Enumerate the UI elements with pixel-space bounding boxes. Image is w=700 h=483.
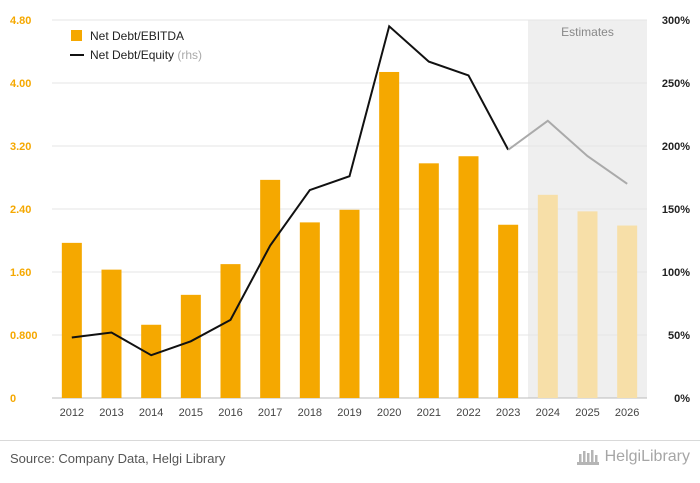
chart: Estimates 0 0% 0.800 50% 1.60 100% 2.40 150% 3.20… [10,15,690,419]
y-right-tick-label: 250% [662,78,690,90]
x-tick-label: 2021 [417,407,441,419]
x-tick-label: 2015 [179,407,203,419]
bar-net-debt-ebitda [101,269,122,398]
bar-net-debt-ebitda [299,222,320,398]
y-right-tick-label: 200% [662,141,690,153]
legend-label-bar: Net Debt/EBITDA [90,29,184,43]
source-note: Source: Company Data, Helgi Library [10,451,226,466]
x-tick-label: 2016 [218,407,242,419]
y-right-tick-label: 300% [662,15,690,27]
x-tick-label: 2017 [258,407,282,419]
bar-net-debt-ebitda [418,163,439,398]
bar-net-debt-ebitda [260,179,281,398]
bar-net-debt-ebitda [61,242,82,398]
x-tick-label: 2018 [298,407,322,419]
y-left-tick-label: 0.800 [10,330,38,342]
x-tick-label: 2023 [496,407,520,419]
bar-net-debt-ebitda [458,156,479,398]
y-left-tick-label: 4.00 [10,78,31,90]
legend-label-line-suffix: (rhs) [174,48,202,62]
bar-net-debt-ebitda [537,194,558,398]
x-tick-label: 2019 [337,407,361,419]
y-left-tick-label: 2.40 [10,204,31,216]
x-tick-label: 2025 [575,407,599,419]
y-right-tick-label: 150% [662,204,690,216]
x-tick-label: 2012 [60,407,84,419]
bar-net-debt-ebitda [339,209,360,398]
bar-net-debt-ebitda [498,224,519,398]
y-left-tick-label: 0 [10,393,16,405]
x-tick-label: 2014 [139,407,163,419]
x-tick-label: 2022 [456,407,480,419]
y-left-tick-label: 4.80 [10,15,31,27]
estimates-label: Estimates [561,25,614,39]
brand-logo[interactable]: HelgiLibrary [575,448,690,466]
y-right-tick-label: 50% [668,330,690,342]
legend-swatch-bar [71,30,82,41]
bar-net-debt-ebitda [180,294,201,398]
library-icon [576,450,599,465]
legend-label-line: Net Debt/Equity (rhs) [90,48,202,62]
x-tick-label: 2013 [99,407,123,419]
footer-divider [0,440,700,441]
bar-net-debt-ebitda [141,324,162,398]
bar-net-debt-ebitda [379,71,400,398]
bar-net-debt-ebitda [617,225,638,398]
bar-net-debt-ebitda [577,211,598,398]
line-net-debt-equity-estimate [507,119,628,185]
y-left-tick-label: 1.60 [10,267,31,279]
x-tick-label: 2026 [615,407,639,419]
bar-net-debt-ebitda [220,264,241,398]
x-tick-label: 2024 [536,407,560,419]
y-right-tick-label: 0% [674,393,690,405]
line-net-debt-equity [71,24,510,357]
x-tick-label: 2020 [377,407,401,419]
y-left-tick-label: 3.20 [10,141,31,153]
legend-label-line-name: Net Debt/Equity [90,48,174,62]
brand-name: HelgiLibrary [604,448,690,465]
y-right-tick-label: 100% [662,267,690,279]
